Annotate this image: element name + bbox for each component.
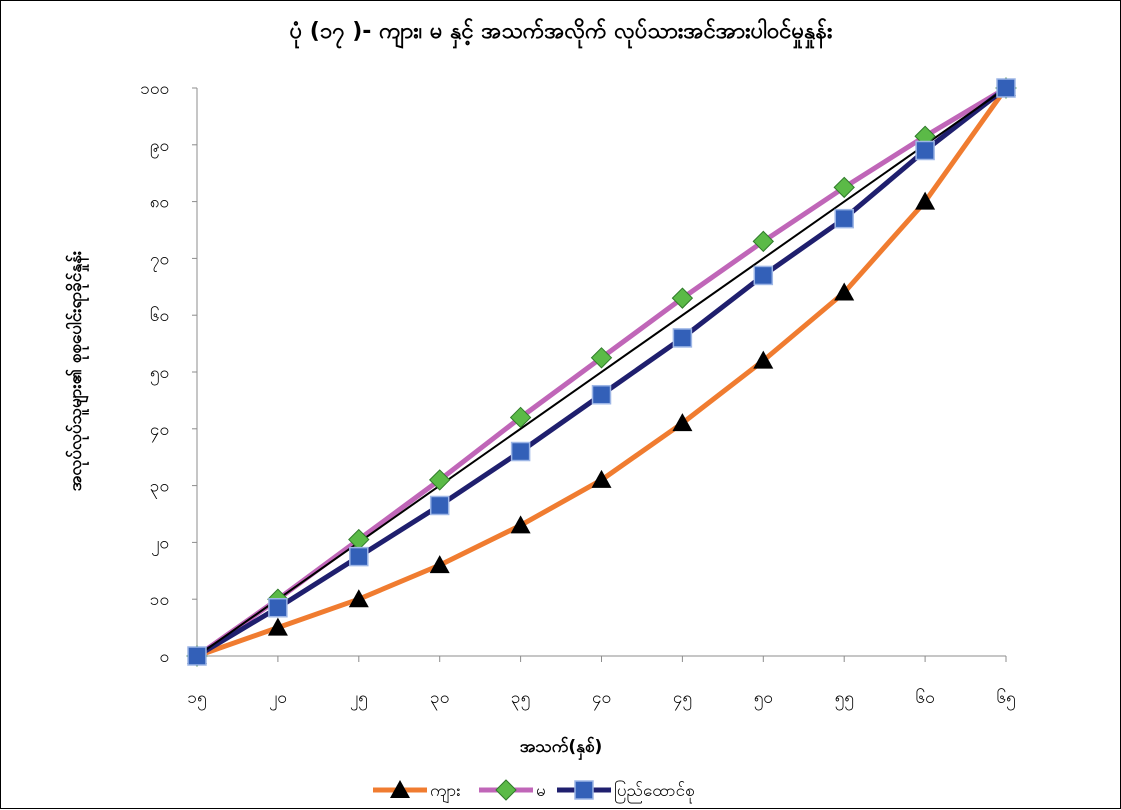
data-point-s1 [753,350,774,369]
data-point-s2 [509,406,532,429]
legend-label-1: ကျား [430,781,461,804]
data-point-s3 [187,646,207,666]
y-tick-label: ၂၀ [151,533,169,556]
x-tick-label: ၄၅ [673,688,692,711]
data-point-s3 [996,78,1016,98]
legend-label-3: ပြည်ထောင်စု [614,779,695,804]
data-point-s1 [348,589,369,608]
x-tick-label: ၂၅ [350,688,368,711]
y-tick-label: ၈၀ [150,193,169,213]
data-point-s2 [671,287,694,309]
data-point-s2 [428,469,451,491]
x-tick-label: ၆၅ [996,687,1015,711]
y-tick-label: ၅၀ [150,363,169,386]
data-point-s2 [833,176,855,199]
legend: ကျား မ ပြည်ထောင်စု [373,779,695,804]
legend-marker-2 [495,779,517,801]
x-tick-label: ၂၀ [269,688,287,711]
data-point-s2 [752,230,775,253]
series-group [186,77,1017,667]
x-tick-label: ၅၅ [835,688,854,711]
y-tick-label: ၄၀ [150,420,169,443]
data-point-s2 [590,347,613,369]
data-point-s1 [429,555,450,574]
y-tick-label: ၉၀ [150,136,169,159]
x-tick-label: ၁၅ [187,688,206,711]
reference-line [196,87,1007,657]
data-point-s3 [915,140,935,161]
y-tick-label: ၇၀ [150,249,169,272]
y-tick-label: ၆၀ [150,305,169,326]
y-tick-label: ၁၀ [150,590,169,610]
chart-title: ပုံ (၁၇ )- ကျား၊ မ နှင့် အသက်အလိုက် လုပ်… [290,17,833,49]
legend-label-2: မ [536,781,546,801]
y-tick-label: ၃၀ [150,477,169,500]
x-tick-label: ၄၀ [592,688,611,711]
data-point-s3 [268,597,288,618]
x-axis-label: အသက်(နှစ်) [520,736,603,761]
data-point-s1 [591,469,612,488]
data-point-s3 [510,441,531,462]
data-point-s3 [834,208,854,229]
x-tick-label: ၆၀ [916,687,935,708]
y-axis-label: အလုပ်လုပ်သူများ၏ စုစုပေါင်းရာခိုင်နှုန်း [64,250,90,491]
data-point-s3 [753,265,774,286]
y-tick-label: ၁၀၀ [140,79,169,99]
data-point-s1 [672,413,693,432]
legend-marker-1 [390,780,410,798]
data-point-s3 [349,546,369,567]
data-point-s1 [267,617,288,636]
axes [192,87,1007,662]
legend-marker-3 [574,780,594,800]
data-point-s1 [834,282,855,301]
data-point-s1 [510,515,531,534]
data-point-s3 [672,328,693,348]
y-tick-label: ၀ [159,647,169,667]
x-tick-label: ၃၅ [511,688,530,711]
x-tick-label: ၅၀ [754,688,773,711]
data-point-s3 [591,384,612,405]
data-point-s1 [915,191,936,210]
data-point-s3 [429,495,450,516]
x-tick-label: ၃၀ [430,688,449,711]
